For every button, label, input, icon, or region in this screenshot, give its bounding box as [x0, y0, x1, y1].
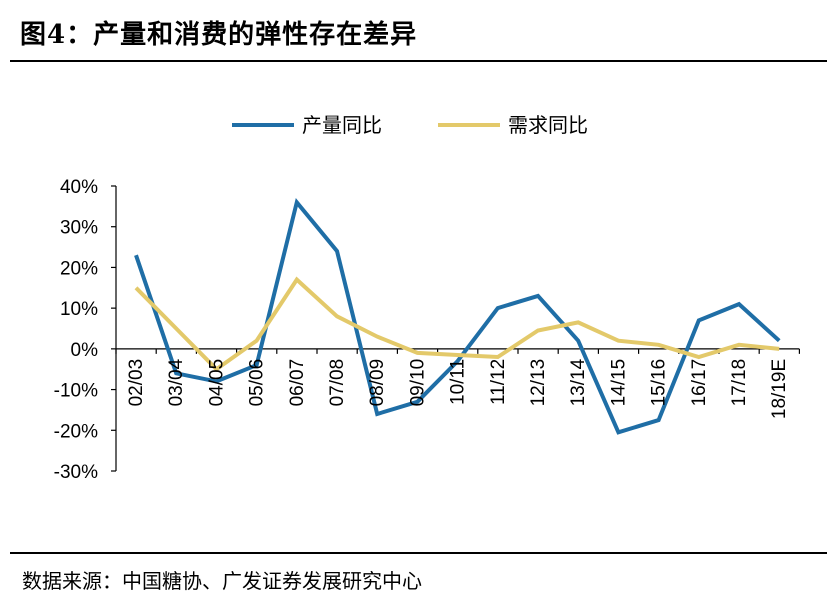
legend-label-2: 需求同比: [508, 113, 588, 137]
series-line-1: [134, 197, 781, 435]
x-tick-label: 04/05: [206, 359, 227, 407]
y-tick-label: 10%: [60, 299, 98, 320]
x-tick-label: 16/17: [689, 359, 710, 407]
source-note: 数据来源：中国糖协、广发证券发展研究中心: [22, 569, 422, 593]
y-tick-label: -30%: [54, 462, 98, 483]
y-tick-label: 30%: [60, 218, 98, 239]
y-tick-label: 20%: [60, 258, 98, 279]
x-tick-label: 11/12: [488, 359, 509, 405]
x-tick-label: 05/06: [247, 359, 268, 407]
legend-label-1: 产量同比: [302, 113, 382, 137]
x-tick-label: 13/14: [568, 358, 589, 406]
x-tick-label: 09/10: [407, 359, 428, 407]
y-tick-label: -10%: [54, 381, 98, 402]
x-tick-label: 14/15: [608, 359, 629, 407]
x-tick-label: 10/11: [448, 359, 469, 405]
x-tick-label: 12/13: [528, 359, 549, 407]
x-tick-label: 07/08: [327, 359, 348, 407]
x-tick-label: 15/16: [649, 359, 670, 407]
x-tick-label: 08/09: [367, 359, 388, 407]
y-tick-label: 0%: [71, 340, 99, 361]
y-tick-label: 40%: [60, 177, 98, 198]
x-tick-label: 06/07: [287, 359, 308, 407]
y-tick-label: -20%: [54, 421, 98, 442]
bottom-rule: [10, 552, 827, 554]
x-tick-label: 17/18: [729, 359, 750, 407]
figure-header: 图4：产量和消费的弹性存在差异: [10, 10, 827, 62]
top-rule: [10, 60, 827, 62]
x-tick-label: 18/19E: [769, 359, 790, 419]
x-tick-label: 03/04: [166, 358, 187, 406]
series-line-2: [134, 276, 780, 372]
x-tick-label: 02/03: [126, 359, 147, 407]
figure-title: 图4：产量和消费的弹性存在差异: [20, 20, 418, 50]
